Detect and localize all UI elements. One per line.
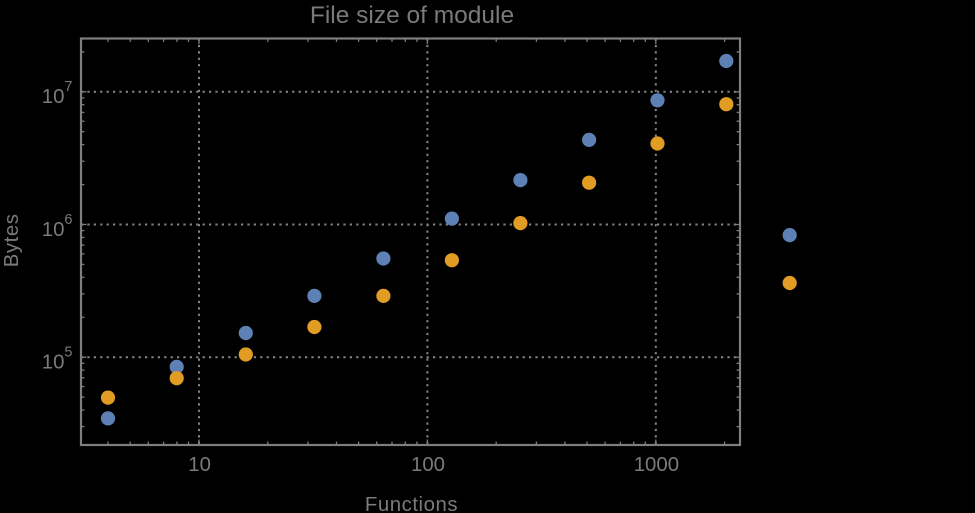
svg-text:1000: 1000	[634, 454, 679, 476]
svg-text:100: 100	[411, 454, 445, 476]
svg-text:File size of module: File size of module	[310, 2, 514, 29]
svg-text:Functions: Functions	[365, 494, 458, 513]
svg-text:10: 10	[188, 454, 211, 476]
svg-text:Bytes: Bytes	[1, 214, 23, 268]
